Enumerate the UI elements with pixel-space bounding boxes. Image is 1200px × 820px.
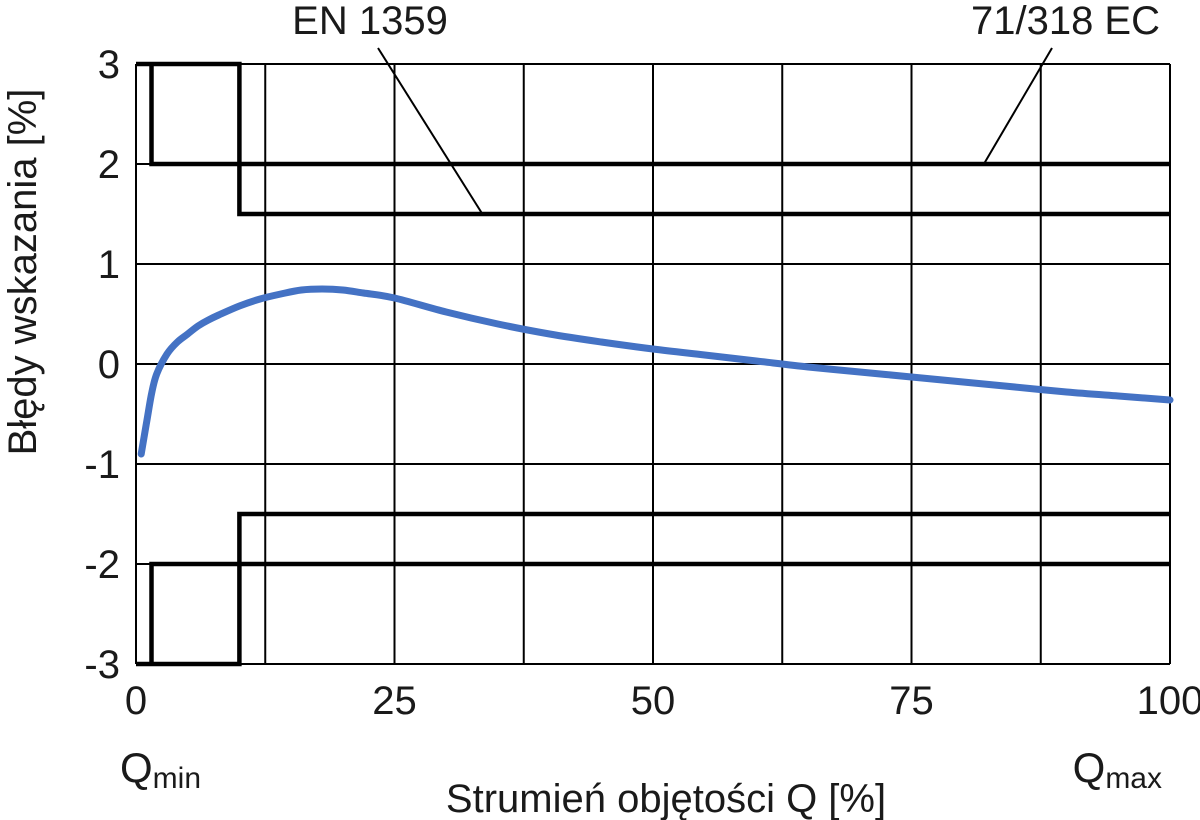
y-tick-label: 2 (98, 143, 120, 187)
annotation-71-318-ec: 71/318 EC (971, 0, 1160, 43)
y-tick-label: -1 (84, 443, 120, 487)
annotation-en-1359: EN 1359 (292, 0, 448, 43)
annotations: EN 1359 71/318 EC (292, 0, 1160, 215)
x-tick-label: 25 (372, 679, 417, 723)
limit-en-1359-upper (136, 61, 1170, 217)
y-tick-label: -3 (84, 643, 120, 687)
y-tick-label: 3 (98, 43, 120, 87)
qmin-label: Qmin (120, 744, 201, 795)
x-tick-label: 100 (1137, 679, 1200, 723)
x-tick-label: 75 (889, 679, 934, 723)
grid (135, 63, 1171, 665)
qmax-sub: max (1105, 762, 1162, 795)
limit-71-318-ec-lower (149, 561, 1170, 664)
qmin-sub: min (153, 762, 201, 795)
limit-en-1359-lower (136, 511, 1170, 667)
y-axis-title: Błędy wskazania [%] (1, 89, 45, 456)
error-curve-layer (137, 285, 1174, 458)
x-axis-title: Strumień objętości Q [%] (446, 777, 886, 820)
x-tick-label: 0 (125, 679, 147, 723)
tick-labels: 0 25 50 75 100 3 2 1 0 -1 -2 -3 (84, 43, 1200, 723)
limit-envelopes (136, 61, 1170, 667)
annotation-leader-en-1359 (377, 47, 484, 215)
qmax-label: Qmax (1073, 744, 1162, 795)
y-tick-label: -2 (84, 543, 120, 587)
y-tick-label: 1 (98, 243, 120, 287)
qmax-main: Q (1073, 744, 1106, 791)
limit-71-318-ec-upper (149, 64, 1170, 167)
x-tick-label: 50 (631, 679, 676, 723)
y-tick-label: 0 (98, 343, 120, 387)
annotation-leader-71-318-ec (983, 47, 1053, 165)
error-curve (137, 285, 1174, 458)
qmin-main: Q (120, 744, 153, 791)
